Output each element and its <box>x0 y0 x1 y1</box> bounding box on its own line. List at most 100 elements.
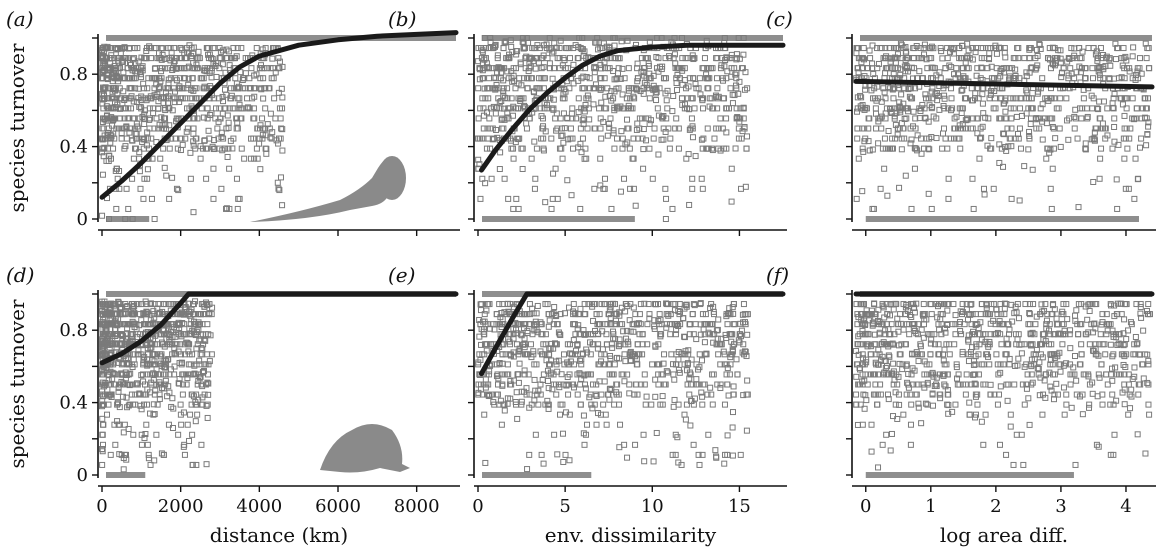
scatter-point <box>181 75 188 82</box>
scatter-point <box>662 90 669 97</box>
scatter-point <box>542 341 549 348</box>
scatter-point <box>714 85 721 92</box>
scatter-point <box>601 378 608 385</box>
scatter-point <box>1034 62 1041 69</box>
scatter-point <box>969 175 976 182</box>
scatter-point <box>675 366 682 373</box>
scatter-point <box>539 331 546 338</box>
scatter-point <box>487 341 494 348</box>
scatter-point <box>657 401 664 408</box>
scatter-point <box>1000 130 1007 137</box>
scatter-point <box>236 105 243 112</box>
scatter-point <box>726 305 733 312</box>
scatter-point <box>519 165 526 172</box>
scatter-point <box>719 125 726 132</box>
scatter-point <box>603 421 610 428</box>
scatter-point <box>1095 106 1102 113</box>
scatter-point <box>209 143 216 150</box>
scatter-point <box>187 361 194 368</box>
scatter-point <box>192 418 199 425</box>
scatter-points <box>475 300 751 473</box>
scatter-point <box>1126 65 1133 72</box>
scatter-point <box>1143 55 1150 62</box>
scatter-point <box>125 115 132 122</box>
scatter-point <box>204 414 211 421</box>
scatter-point <box>613 317 620 324</box>
scatter-point <box>954 135 961 142</box>
scatter-point <box>682 416 689 423</box>
scatter-point <box>219 147 226 154</box>
scatter-point <box>188 306 195 313</box>
scatter-point <box>684 381 691 388</box>
scatter-point <box>1082 146 1089 153</box>
scatter-point <box>651 125 658 132</box>
scatter-point <box>693 336 700 343</box>
scatter-point <box>873 125 880 132</box>
scatter-point <box>1008 125 1015 132</box>
scatter-point <box>216 45 223 52</box>
scatter-point <box>127 370 134 377</box>
scatter-point <box>732 71 739 78</box>
scatter-point <box>170 405 177 412</box>
scatter-point <box>628 353 635 360</box>
scatter-point <box>550 381 557 388</box>
scatter-point <box>1010 75 1017 82</box>
scatter-point <box>993 50 1000 57</box>
scatter-point <box>567 125 574 132</box>
scatter-point <box>508 95 515 102</box>
scatter-point <box>600 118 607 125</box>
scatter-point <box>559 430 566 437</box>
scatter-point <box>155 301 162 308</box>
scatter-point <box>1093 125 1100 132</box>
scatter-point <box>645 301 652 308</box>
scatter-point <box>656 361 663 368</box>
scatter-point <box>484 109 491 116</box>
scatter-point <box>130 115 137 122</box>
scatter-point <box>202 331 209 338</box>
scatter-point <box>198 105 205 112</box>
scatter-point <box>1093 48 1100 55</box>
scatter-point <box>942 135 949 142</box>
scatter-point <box>483 307 490 314</box>
scatter-point <box>544 401 551 408</box>
scatter-point <box>870 205 877 212</box>
scatter-point <box>116 65 123 72</box>
scatter-point <box>674 434 681 441</box>
scatter-point <box>853 50 860 57</box>
scatter-point <box>176 380 183 387</box>
scatter-point <box>506 105 513 112</box>
scatter-point <box>659 393 666 400</box>
scatter-point <box>1103 311 1110 318</box>
scatter-point <box>985 115 992 122</box>
scatter-point <box>946 351 953 358</box>
scatter-point <box>670 403 677 410</box>
scatter-point <box>1104 327 1111 334</box>
scatter-point <box>543 101 550 108</box>
scatter-point <box>147 300 154 307</box>
scatter-point <box>740 105 747 112</box>
scatter-point <box>973 72 980 79</box>
scatter-point <box>165 104 172 111</box>
scatter-point <box>580 430 587 437</box>
scatter-point <box>151 301 158 308</box>
scatter-point <box>238 45 245 52</box>
scatter-point <box>188 330 195 337</box>
scatter-point <box>202 67 209 74</box>
scatter-point <box>158 45 165 52</box>
scatter-point <box>997 301 1004 308</box>
scatter-point <box>903 391 910 398</box>
scatter-point <box>981 191 988 198</box>
scatter-point <box>1099 120 1106 127</box>
scatter-point <box>99 461 106 468</box>
scatter-point <box>487 125 494 132</box>
scatter-point <box>596 311 603 318</box>
scatter-point <box>182 371 189 378</box>
scatter-point <box>99 75 106 82</box>
scatter-point <box>605 361 612 368</box>
x-tick-label: 0 <box>472 496 483 517</box>
scatter-point <box>1027 65 1034 72</box>
scatter-point <box>554 321 561 328</box>
scatter-point <box>705 329 712 336</box>
scatter-point <box>698 175 705 182</box>
scatter-point <box>524 75 531 82</box>
